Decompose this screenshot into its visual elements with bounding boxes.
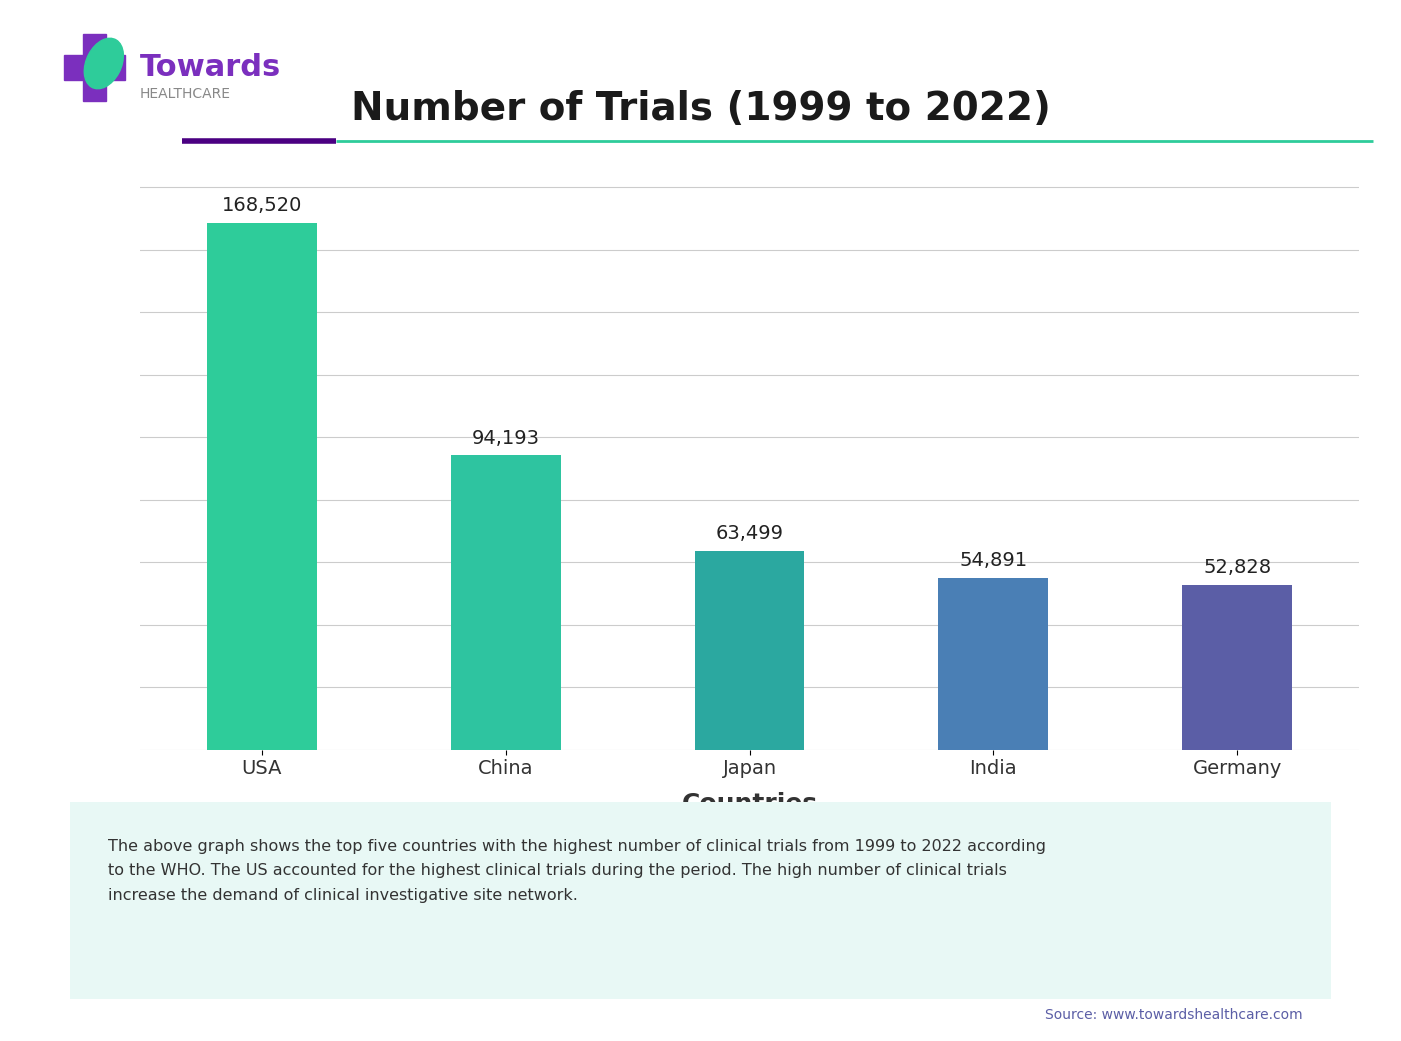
Text: Source: www.towardshealthcare.com: Source: www.towardshealthcare.com [1045, 1008, 1303, 1022]
Bar [83, 34, 106, 101]
Bar [64, 55, 126, 80]
Text: Towards: Towards [140, 53, 282, 82]
X-axis label: Countries: Countries [681, 792, 818, 816]
Text: Number of Trials (1999 to 2022): Number of Trials (1999 to 2022) [350, 91, 1051, 128]
Text: HEALTHCARE: HEALTHCARE [140, 86, 231, 101]
Bar [451, 455, 560, 750]
Text: 168,520: 168,520 [221, 197, 303, 215]
Bar [695, 552, 804, 750]
Text: 94,193: 94,193 [472, 429, 539, 448]
Text: 52,828: 52,828 [1203, 558, 1271, 577]
Bar [1182, 585, 1292, 750]
FancyBboxPatch shape [57, 799, 1344, 1001]
Text: The above graph shows the top five countries with the highest number of clinical: The above graph shows the top five count… [108, 839, 1047, 903]
Ellipse shape [84, 39, 123, 88]
Text: 54,891: 54,891 [960, 552, 1027, 570]
Bar [207, 223, 317, 750]
Bar [939, 578, 1048, 750]
Text: 63,499: 63,499 [716, 525, 783, 543]
